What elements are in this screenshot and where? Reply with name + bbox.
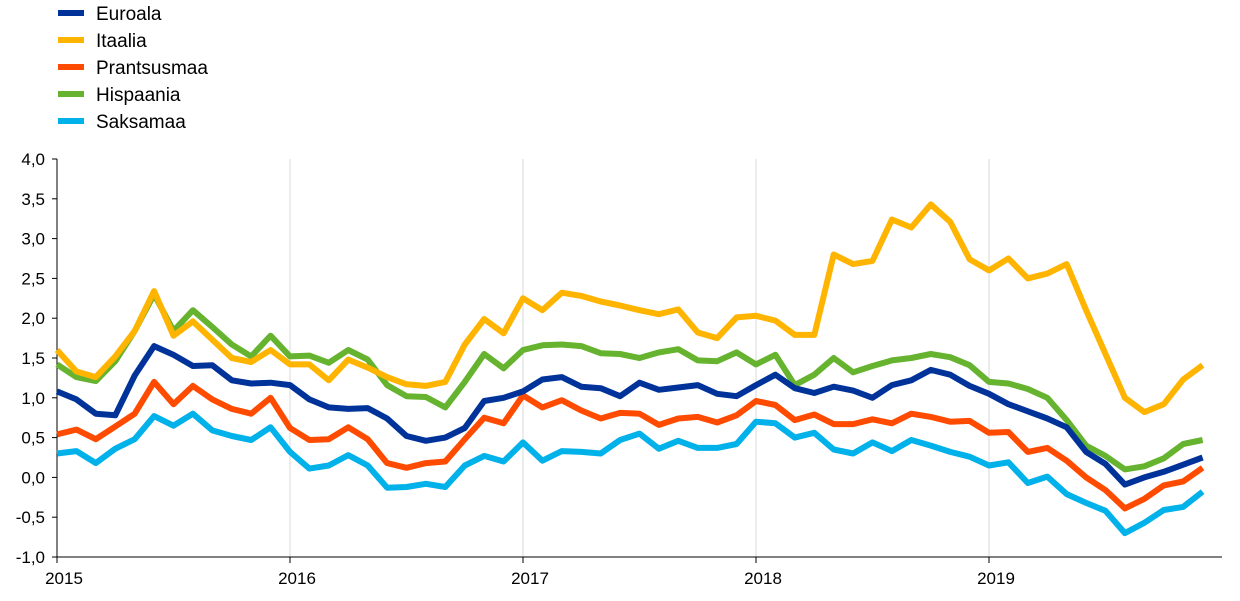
x-axis: 2015 2016 2017 2018 2019 [45, 556, 1222, 588]
legend-label-hispaania: Hispaania [96, 85, 181, 106]
series-line-itaalia [54, 201, 1205, 416]
y-tick-label: 1,0 [21, 389, 45, 408]
legend: Euroala Itaalia Prantsusmaa Hispaania Saksam… [58, 4, 208, 133]
y-tick-label: -1,0 [16, 548, 45, 567]
y-tick-label: 2,0 [21, 309, 45, 328]
y-tick-label: 4,0 [21, 150, 45, 169]
legend-label-prantsusmaa: Prantsusmaa [96, 58, 208, 79]
legend-label-saksamaa: Saksamaa [96, 112, 186, 133]
x-tick-label: 2015 [45, 569, 83, 588]
x-tick-label: 2016 [278, 569, 316, 588]
series-line-prantsusmaa [56, 378, 1205, 512]
series-line-euroala [55, 343, 1204, 488]
y-tick-label: 3,5 [21, 190, 45, 209]
x-tick-label: 2017 [511, 569, 549, 588]
y-tick-label: 0,0 [21, 468, 45, 487]
y-tick-label: 0,5 [21, 429, 45, 448]
series-group [54, 201, 1205, 537]
series-line-saksamaa [56, 410, 1205, 537]
y-axis: 4,0 3,5 3,0 2,5 2,0 1,5 1,0 0,5 0,0 -0,5 -1,0 [16, 150, 58, 567]
legend-label-euroala: Euroala [96, 4, 162, 25]
series-line-hispaania [55, 291, 1204, 473]
x-tick-label: 2019 [977, 569, 1015, 588]
y-tick-label: -0,5 [16, 508, 45, 527]
y-tick-label: 3,0 [21, 230, 45, 249]
y-tick-label: 2,5 [21, 269, 45, 288]
legend-label-itaalia: Itaalia [96, 31, 147, 52]
x-tick-label: 2018 [744, 569, 782, 588]
y-tick-label: 1,5 [21, 349, 45, 368]
